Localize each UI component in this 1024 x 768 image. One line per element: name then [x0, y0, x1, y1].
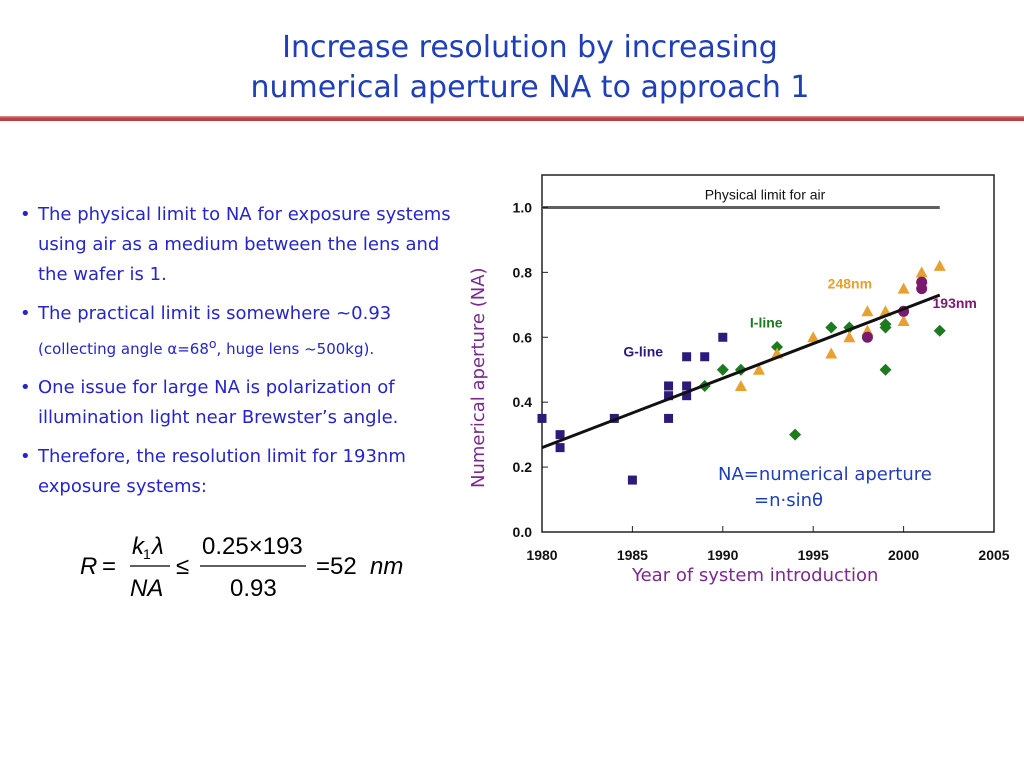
point-i-line: [825, 321, 838, 334]
point-i-line: [789, 428, 802, 441]
point-248nm: [807, 331, 820, 343]
formula-NA: NA: [130, 575, 163, 602]
series-labels: G-line I-line 248nm 193nm: [623, 276, 977, 360]
bullet-list: The physical limit to NA for exposure sy…: [18, 200, 458, 511]
x-tick-label: 1995: [798, 547, 829, 563]
y-tick-label: 0.4: [513, 394, 533, 410]
point-248nm: [897, 282, 910, 294]
point-193nm: [861, 331, 873, 343]
degree-sup: o: [208, 336, 217, 351]
point-g-line: [718, 332, 728, 342]
theta-symbol: θ: [812, 490, 824, 511]
point-248nm: [825, 347, 838, 359]
series-label-248nm: 248nm: [828, 276, 872, 292]
na-note-line-1: NA=numerical aperture: [718, 464, 932, 485]
x-tick-label: 1985: [617, 547, 648, 563]
point-g-line: [664, 391, 674, 401]
point-i-line: [716, 363, 729, 376]
resolution-formula: R = k 1 λ NA ≤ 0.25×193 0.93 =52 nm: [80, 533, 403, 602]
y-tick-label: 1.0: [513, 199, 533, 215]
series-label-i-line: I-line: [750, 315, 783, 331]
x-tick-label: 1980: [526, 547, 557, 563]
point-248nm: [734, 379, 747, 391]
point-193nm: [916, 276, 928, 288]
bullet-text: Therefore, the resolution limit for 193n…: [38, 446, 406, 497]
x-tick-label: 2005: [978, 547, 1009, 563]
data-points: [537, 259, 946, 485]
bullet-subtext: (collecting angle α=68o, huge lens ~500k…: [38, 336, 375, 358]
chart-frame: [541, 174, 995, 533]
y-tick-label: 0.6: [513, 329, 533, 345]
formula-lambda: λ: [150, 533, 164, 560]
point-g-line: [682, 391, 692, 401]
plot-area-border: [541, 174, 995, 533]
bullet-text: The physical limit to NA for exposure sy…: [38, 204, 451, 285]
point-248nm: [861, 305, 874, 317]
bullet-item: The practical limit is somewhere ~0.93 (…: [18, 299, 458, 364]
formula-eq: =: [102, 553, 116, 580]
physical-limit-label: Physical limit for air: [705, 186, 826, 202]
subtext-part: =68: [177, 340, 209, 358]
point-g-line: [682, 381, 692, 391]
bullet-text: The practical limit is somewhere ~0.93: [38, 303, 392, 324]
formula-unit: nm: [370, 553, 403, 580]
series-label-193nm: 193nm: [933, 295, 977, 311]
x-tick-label: 1990: [707, 547, 738, 563]
series-label-g-line: G-line: [623, 344, 663, 360]
alpha-symbol: α: [167, 340, 178, 358]
bullet-text: One issue for large NA is polarization o…: [38, 377, 399, 428]
na-note-formula: =n·sin: [754, 490, 812, 511]
slide-title: Increase resolution by increasing numeri…: [0, 28, 1024, 108]
formula-R: R: [80, 553, 97, 580]
point-i-line: [771, 341, 784, 354]
x-axis-label: Year of system introduction: [632, 565, 879, 586]
formula-denominator: 0.93: [230, 575, 277, 602]
point-248nm: [897, 315, 910, 327]
point-248nm: [915, 266, 928, 278]
point-g-line: [537, 413, 547, 423]
point-248nm: [843, 331, 856, 343]
point-i-line: [879, 363, 892, 376]
reference-line-group: Physical limit for air: [542, 186, 940, 209]
trend-line: [541, 293, 941, 450]
formula-numerator: 0.25×193: [202, 533, 303, 560]
bullet-item: The physical limit to NA for exposure sy…: [18, 200, 458, 290]
bullet-item: One issue for large NA is polarization o…: [18, 373, 458, 433]
formula-k: k: [132, 533, 146, 560]
y-axis-label: Numerical aperture (NA): [468, 267, 489, 488]
title-divider: [0, 116, 1024, 121]
bullet-item: Therefore, the resolution limit for 193n…: [18, 442, 458, 502]
point-g-line: [664, 381, 674, 391]
title-line-1: Increase resolution by increasing: [282, 30, 778, 65]
subtext-part: , huge lens ~500kg).: [216, 340, 375, 358]
formula-result: =52: [316, 553, 357, 580]
point-g-line: [555, 443, 565, 453]
na-definition-note: NA=numerical aperture =n·sinθ: [718, 462, 932, 514]
y-tick-label: 0.0: [513, 524, 533, 540]
point-i-line: [879, 318, 892, 331]
axis-ticks: 0.0 0.2 0.4 0.6 0.8 1.0 1980 1985 1990 1995 2000 20…: [513, 199, 1010, 563]
x-tick-label: 2000: [888, 547, 919, 563]
formula-le: ≤: [176, 553, 189, 580]
y-tick-label: 0.2: [513, 459, 533, 475]
point-g-line: [700, 352, 710, 362]
na-note-line-2: =n·sinθ: [718, 488, 932, 514]
point-g-line: [682, 352, 692, 362]
point-i-line: [933, 324, 946, 337]
y-tick-label: 0.8: [513, 264, 533, 280]
title-line-2: numerical aperture NA to approach 1: [250, 70, 810, 105]
point-g-line: [664, 413, 674, 423]
point-g-line: [555, 430, 565, 440]
point-248nm: [933, 259, 946, 271]
point-248nm: [752, 363, 765, 375]
formula-k-sub: 1: [143, 546, 151, 562]
subtext-part: (collecting angle: [38, 340, 168, 358]
point-g-line: [627, 475, 637, 485]
